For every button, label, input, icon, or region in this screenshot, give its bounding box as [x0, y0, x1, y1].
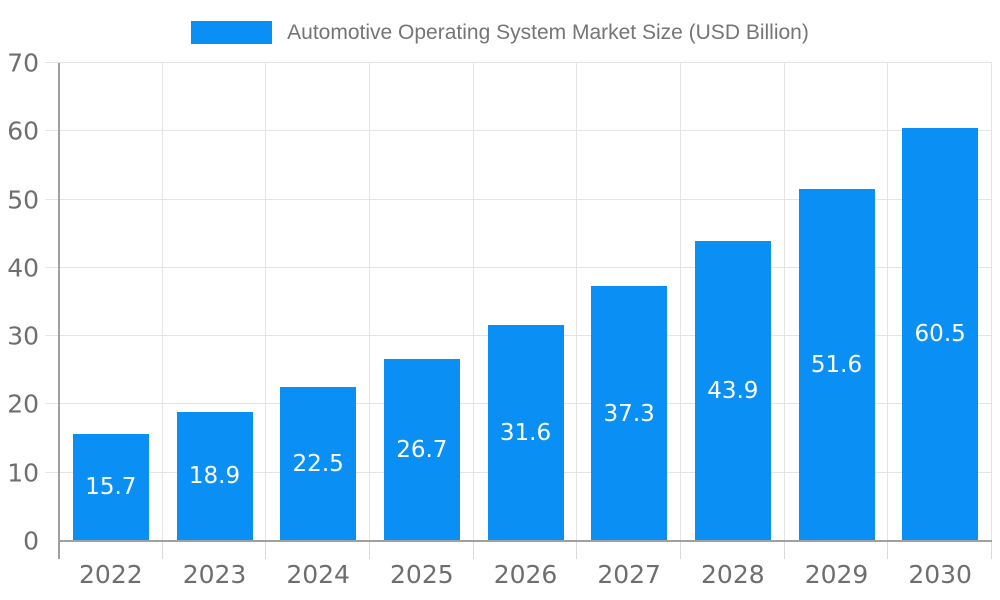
y-tick-label: 50 — [7, 185, 39, 215]
x-axis-tick — [991, 541, 992, 559]
gridline-vertical — [887, 63, 889, 541]
x-tick-label: 2030 — [908, 560, 972, 589]
gridline-vertical — [369, 63, 370, 541]
bar-2023 — [176, 411, 253, 541]
gridline-vertical — [161, 63, 163, 541]
bar-2029 — [798, 188, 875, 541]
legend-swatch — [191, 21, 273, 44]
y-tick-label: 20 — [7, 389, 39, 419]
bar-value-label: 31.6 — [499, 420, 552, 447]
gridline-vertical — [576, 63, 578, 541]
bar-2030 — [902, 127, 979, 541]
x-axis-line — [59, 540, 992, 542]
x-axis-tick — [576, 541, 578, 559]
bar-value-label: 26.7 — [396, 436, 448, 463]
plot-area: 0 10 20 30 40 50 60 70 15.7 2022 18.9 2023 22.5 2024 2… — [7, 49, 992, 589]
gridline-vertical — [991, 63, 992, 541]
bar-2028 — [694, 241, 771, 541]
x-tick-label: 2025 — [390, 560, 454, 589]
x-tick-label: 2024 — [286, 560, 350, 589]
x-tick-label: 2027 — [597, 560, 661, 589]
bar-value-label: 15.7 — [85, 474, 137, 501]
bar-2025 — [383, 358, 460, 541]
bar-value-label: 22.5 — [292, 451, 344, 478]
x-axis-tick — [887, 541, 889, 559]
y-tick-label: 60 — [7, 116, 39, 146]
bar-2026 — [487, 325, 564, 541]
gridline-vertical — [783, 63, 785, 541]
gridline-vertical — [472, 63, 474, 541]
y-tick-label: 70 — [7, 48, 39, 78]
bar-value-label: 43.9 — [707, 378, 759, 405]
x-axis-tick — [472, 541, 474, 559]
gridline-vertical — [680, 63, 681, 541]
x-tick-label: 2029 — [804, 560, 869, 589]
bar-2022 — [72, 433, 149, 541]
x-tick-label: 2023 — [182, 560, 247, 589]
gridline-vertical — [265, 63, 267, 541]
bar-2027 — [591, 286, 668, 541]
x-tick-label: 2022 — [79, 560, 143, 589]
gridline-horizontal — [45, 266, 992, 268]
bar-value-label: 37.3 — [603, 400, 655, 427]
gridline-horizontal — [45, 198, 992, 200]
x-axis-tick — [369, 541, 370, 559]
x-axis-tick — [680, 541, 681, 559]
x-axis-tick — [783, 541, 785, 559]
bar-value-label: 60.5 — [914, 321, 966, 348]
x-tick-label: 2026 — [493, 560, 558, 589]
y-tick-label: 0 — [23, 526, 39, 556]
gridline-horizontal — [45, 62, 992, 63]
x-axis-tick — [265, 541, 267, 559]
bar-value-label: 51.6 — [810, 351, 863, 378]
x-tick-label: 2028 — [701, 560, 765, 589]
x-axis-tick — [161, 541, 163, 559]
y-tick-label: 30 — [7, 321, 39, 351]
legend-series-label: Automotive Operating System Market Size … — [287, 20, 809, 44]
y-tick-label: 10 — [7, 458, 39, 488]
y-axis-line — [58, 63, 60, 559]
gridline-horizontal — [45, 130, 992, 132]
y-tick-label: 40 — [7, 253, 39, 283]
legend: Automotive Operating System Market Size … — [0, 21, 1000, 44]
bar-value-label: 18.9 — [188, 463, 241, 490]
bar-2024 — [280, 387, 357, 541]
